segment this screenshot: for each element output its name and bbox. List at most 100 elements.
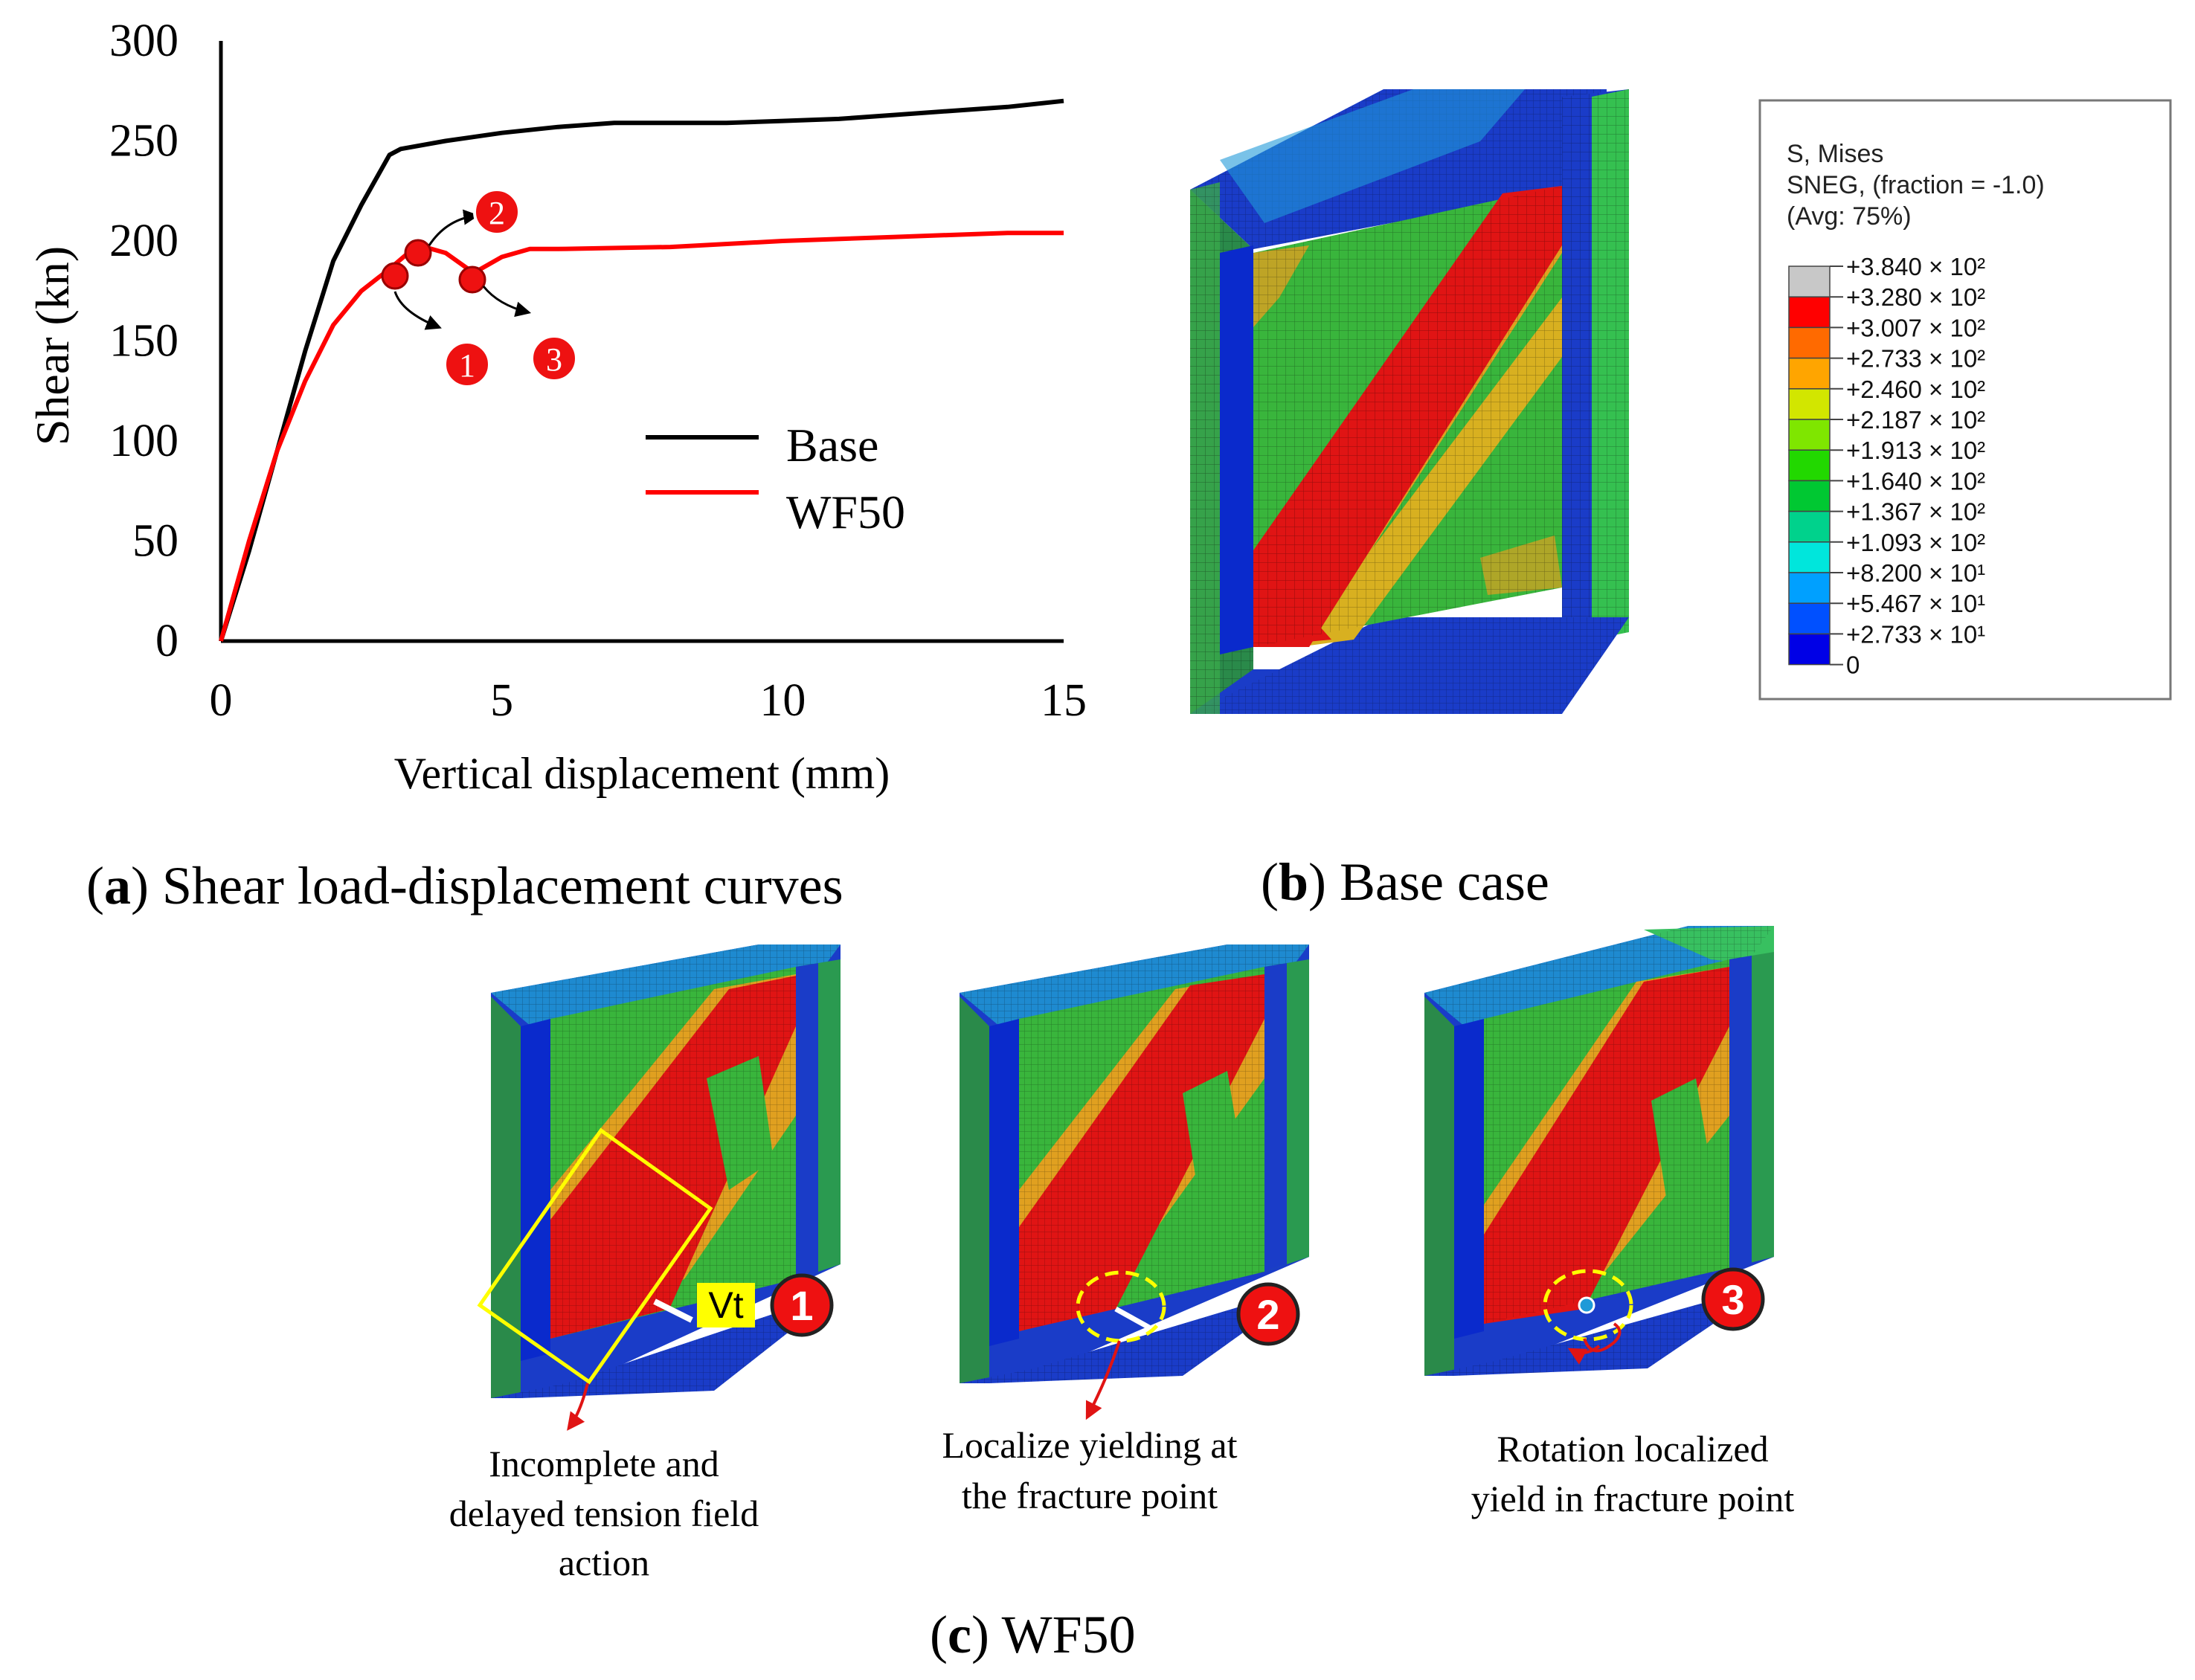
badge-1 bbox=[770, 1273, 834, 1337]
yellow-frame-box bbox=[477, 1127, 713, 1385]
x-tick-label: 10 bbox=[759, 675, 806, 726]
contour-level-label: +2.460 × 10² bbox=[1846, 376, 1985, 403]
series-line-base bbox=[219, 98, 1064, 642]
annotation-point-1 bbox=[381, 262, 409, 290]
annotations: 1 2 3 bbox=[381, 188, 578, 388]
note-3-line-2: yield in fracture point bbox=[1471, 1478, 1795, 1519]
badge-2 bbox=[1236, 1282, 1300, 1346]
x-tick-labels: 0 5 10 15 bbox=[210, 675, 1087, 726]
x-tick-label: 0 bbox=[210, 675, 233, 726]
contour-swatch bbox=[1788, 357, 1831, 390]
contour-level-label: +3.840 × 10² bbox=[1846, 253, 1985, 280]
note-3: Rotation localized yield in fracture poi… bbox=[1471, 1428, 1795, 1519]
contour-legend-swatches bbox=[1788, 265, 1831, 666]
rotation-arrow-3 bbox=[1583, 1322, 1622, 1353]
contour-legend-title-1: S, Mises bbox=[1787, 140, 1883, 168]
contour-legend-title-2: SNEG, (fraction = -1.0) bbox=[1787, 171, 2045, 199]
fe-model-wf50-step-1: Vt 1 bbox=[477, 944, 841, 1431]
y-tick-label: 0 bbox=[155, 616, 179, 666]
note-1-line-1: Incomplete and bbox=[489, 1443, 719, 1484]
contour-swatch bbox=[1788, 572, 1831, 604]
contour-level-label: +3.007 × 10² bbox=[1846, 314, 1985, 341]
caption-b: (b) Base case bbox=[1261, 852, 1549, 912]
contour-level-label: +1.640 × 10² bbox=[1846, 467, 1985, 495]
note-arrow-2 bbox=[1085, 1340, 1121, 1420]
contour-level-label: +2.733 × 10² bbox=[1846, 345, 1985, 373]
y-axis-label: Shear (kn) bbox=[26, 246, 79, 445]
series-line-wf50 bbox=[219, 231, 1064, 642]
contour-level-label: +8.200 × 10¹ bbox=[1846, 559, 1985, 587]
contour-level-label: +1.367 × 10² bbox=[1846, 498, 1985, 526]
note-1-line-3: action bbox=[559, 1542, 649, 1583]
contour-level-label: +3.280 × 10² bbox=[1846, 283, 1985, 311]
fe-model-base-case bbox=[1190, 89, 1629, 714]
y-tick-label: 100 bbox=[109, 416, 179, 466]
legend-label-wf50: WF50 bbox=[786, 486, 905, 538]
annotation-point-2 bbox=[404, 239, 432, 267]
contour-level-label: +2.187 × 10² bbox=[1846, 406, 1985, 434]
note-2-line-2: the fracture point bbox=[962, 1475, 1218, 1516]
badge-2-label: 2 bbox=[1256, 1291, 1279, 1338]
badge-1-label: 1 bbox=[790, 1282, 813, 1329]
fracture-circle-2 bbox=[1076, 1270, 1166, 1343]
contour-swatch bbox=[1788, 326, 1831, 359]
x-tick-label: 15 bbox=[1041, 675, 1087, 726]
contour-swatch bbox=[1788, 602, 1831, 635]
y-tick-label: 300 bbox=[109, 16, 179, 66]
chart-panel-a: 0 50 100 150 200 250 300 0 5 10 15 Shear (kn) Ver… bbox=[26, 16, 1087, 915]
badge-3 bbox=[1701, 1267, 1765, 1331]
note-arrow-1 bbox=[567, 1383, 589, 1431]
contour-level-label: 0 bbox=[1846, 651, 1860, 679]
annotation-badge-3 bbox=[530, 335, 578, 382]
note-2-line-1: Localize yielding at bbox=[942, 1424, 1237, 1466]
note-1: Incomplete and delayed tension field act… bbox=[449, 1443, 759, 1583]
annotation-arrow-1 bbox=[393, 291, 442, 330]
series-group bbox=[219, 98, 1064, 642]
fracture-point-3 bbox=[1578, 1296, 1595, 1314]
y-tick-labels: 0 50 100 150 200 250 300 bbox=[109, 16, 179, 666]
fracture-circle-3 bbox=[1543, 1269, 1633, 1342]
y-tick-label: 150 bbox=[109, 316, 179, 367]
annotation-arrow-2 bbox=[428, 209, 480, 246]
caption-a: (a) Shear load-displacement curves bbox=[86, 856, 843, 915]
contour-swatch bbox=[1788, 480, 1831, 512]
badge-3-label: 3 bbox=[1721, 1276, 1744, 1323]
contour-legend-title-3: (Avg: 75%) bbox=[1787, 202, 1912, 231]
contour-swatch bbox=[1788, 296, 1831, 329]
contour-swatch bbox=[1788, 541, 1831, 573]
annotation-arrow-3 bbox=[482, 286, 532, 318]
annotation-badge-1 bbox=[443, 341, 491, 388]
contour-swatch bbox=[1788, 510, 1831, 543]
note-2: Localize yielding at the fracture point bbox=[942, 1424, 1237, 1516]
y-tick-label: 50 bbox=[132, 516, 179, 567]
fe-model-wf50-step-3: 3 bbox=[1424, 926, 1774, 1376]
contour-swatch bbox=[1788, 449, 1831, 482]
contour-legend-labels: +3.840 × 10² +3.280 × 10² +3.007 × 10² +2.7… bbox=[1830, 253, 1985, 679]
annotation-badge-1-label: 1 bbox=[459, 347, 475, 384]
annotation-badge-2 bbox=[473, 188, 521, 236]
fe-model-wf50-step-2: 2 bbox=[960, 944, 1309, 1420]
x-tick-label: 5 bbox=[490, 675, 513, 726]
note-1-line-2: delayed tension field bbox=[449, 1493, 759, 1534]
x-axis-label: Vertical displacement (mm) bbox=[394, 749, 890, 798]
contour-level-label: +1.093 × 10² bbox=[1846, 529, 1985, 556]
annotation-badge-3-label: 3 bbox=[546, 341, 562, 378]
contour-legend: S, Mises SNEG, (fraction = -1.0) (Avg: 7… bbox=[1758, 99, 2172, 701]
vt-label-bg bbox=[697, 1283, 755, 1327]
chart-legend: Base WF50 bbox=[646, 419, 905, 538]
legend-label-base: Base bbox=[786, 419, 878, 472]
contour-swatch bbox=[1788, 419, 1831, 451]
crack-line-2 bbox=[1114, 1306, 1151, 1330]
vt-force-line bbox=[653, 1298, 693, 1323]
y-tick-label: 250 bbox=[109, 116, 179, 167]
caption-c: (c) WF50 bbox=[930, 1605, 1136, 1664]
contour-swatch bbox=[1788, 265, 1831, 297]
contour-swatch bbox=[1788, 388, 1831, 420]
note-3-line-1: Rotation localized bbox=[1497, 1428, 1768, 1470]
vt-label: Vt bbox=[708, 1284, 743, 1326]
y-tick-label: 200 bbox=[109, 216, 179, 266]
annotation-point-3 bbox=[458, 265, 486, 294]
contour-level-label: +1.913 × 10² bbox=[1846, 437, 1985, 464]
annotation-badge-2-label: 2 bbox=[489, 195, 505, 231]
contour-swatch bbox=[1788, 633, 1831, 666]
